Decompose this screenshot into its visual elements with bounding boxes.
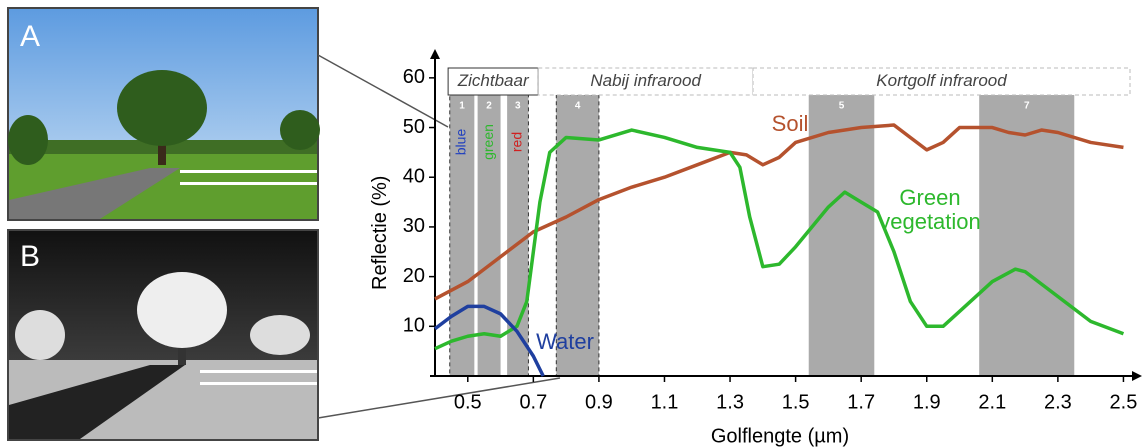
y-tick-label: 60: [403, 66, 425, 88]
series-line: [433, 304, 545, 377]
y-tick-label: 20: [403, 265, 425, 287]
region-label: Kortgolf infrarood: [876, 71, 1007, 90]
x-tick-label: 2.3: [1044, 391, 1072, 413]
series-line: [434, 128, 1125, 351]
photo-label: A: [20, 20, 40, 53]
connector: [317, 54, 449, 128]
band-number: 4: [575, 101, 581, 112]
band: [449, 95, 475, 376]
x-tick-label: 1.7: [847, 391, 875, 413]
region: [447, 67, 539, 96]
photo-label: B: [20, 240, 40, 273]
band-number: 5: [839, 101, 845, 112]
band-number: 3: [515, 101, 521, 112]
y-tick-label: 50: [403, 116, 425, 138]
x-tick-label: 0.9: [585, 391, 613, 413]
region-label: Nabij infrarood: [590, 71, 701, 90]
region-label: Zichtbaar: [457, 71, 530, 90]
band: [808, 95, 875, 376]
x-tick-label: 2.1: [978, 391, 1006, 413]
x-axis-label: Golflengte (µm): [711, 425, 849, 447]
x-tick-label: 2.5: [1110, 391, 1138, 413]
y-tick-label: 40: [403, 166, 425, 188]
photo-b: [7, 229, 319, 441]
y-tick-label: 10: [403, 315, 425, 337]
band-number: 2: [486, 101, 492, 112]
region: [752, 67, 1131, 96]
series-label: Water: [536, 329, 594, 354]
series-label: Soil: [771, 111, 809, 136]
band-label: red: [508, 132, 524, 152]
band-label: blue: [453, 129, 469, 156]
x-tick-label: 0.7: [519, 391, 547, 413]
y-axis-arrow: [430, 49, 440, 59]
connector: [317, 377, 561, 419]
region: [537, 67, 754, 96]
band-label: green: [480, 124, 496, 160]
y-axis-label: Reflectie (%): [369, 175, 391, 290]
photo-a: [7, 7, 320, 221]
x-axis-arrow: [1132, 371, 1142, 381]
band-number: 1: [459, 101, 465, 112]
band: [979, 95, 1075, 376]
x-tick-label: 1.3: [716, 391, 744, 413]
series-label: Green vegetation: [879, 185, 981, 234]
band-number: 7: [1024, 101, 1030, 112]
x-tick-label: 0.5: [454, 391, 482, 413]
x-tick-label: 1.1: [651, 391, 679, 413]
x-tick-label: 1.9: [913, 391, 941, 413]
x-tick-label: 1.5: [782, 391, 810, 413]
band: [507, 95, 529, 376]
series-line: [434, 123, 1124, 301]
y-tick-label: 30: [403, 215, 425, 237]
